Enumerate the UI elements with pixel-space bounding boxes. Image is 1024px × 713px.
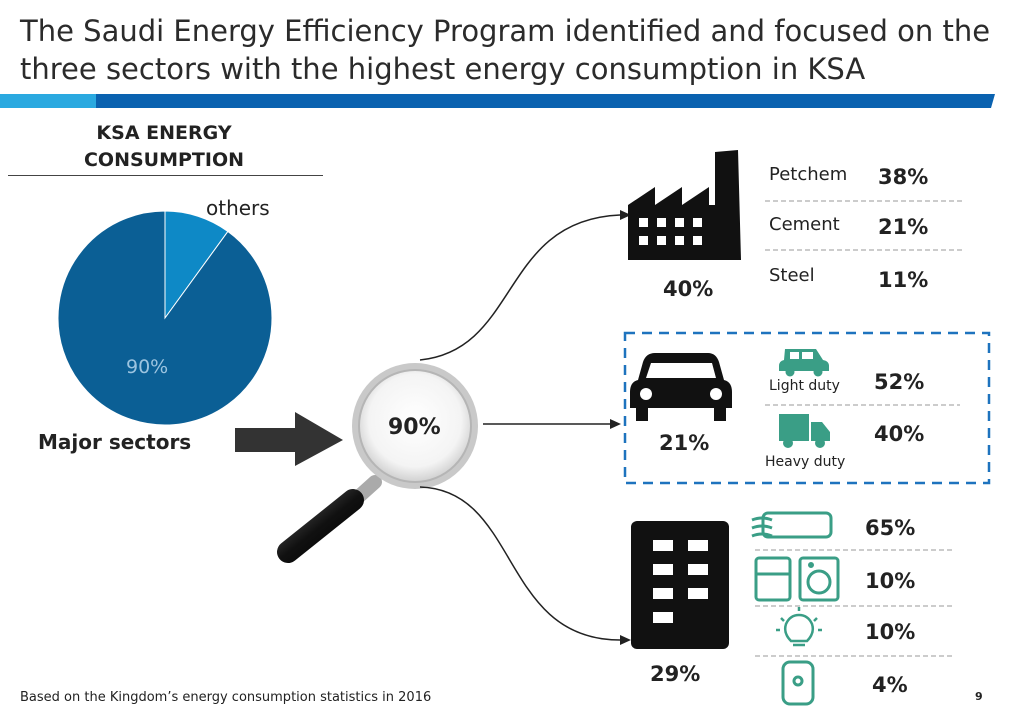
pie-label-major-percent: 90% [126,356,169,378]
buildings-row-value: 10% [865,620,916,644]
factory-icon [628,150,741,260]
building-icon [631,521,729,649]
arrowhead-buildings-icon [620,635,631,645]
fridge-washer-icon [754,556,840,602]
buildings-row-value: 10% [865,569,916,593]
industry-row-label: Cement [769,214,840,235]
pie-chart [57,210,273,426]
page-title: The Saudi Energy Efficiency Program iden… [20,14,991,86]
connector-to-industry [419,214,621,361]
arrowhead-transport-icon [610,419,621,429]
pie-label-others: others [206,196,270,220]
air-conditioner-icon [751,511,833,539]
magnifier-icon [277,363,478,563]
transport-row-value: 52% [874,370,925,394]
car-icon [630,353,732,421]
light-duty-car-icon [779,349,829,377]
chart-title-divider [8,175,323,176]
water-heater-icon [781,660,815,706]
chart-title: KSA ENERGY CONSUMPTION [83,122,245,171]
transport-percent: 21% [659,431,710,455]
pie-slice-major-sectors [57,210,273,426]
industry-row-label: Steel [769,265,815,286]
right-arrow-icon [235,412,343,466]
connector-to-buildings [419,486,621,641]
light-bulb-icon [776,607,822,647]
arrowhead-industry-icon [620,210,631,220]
transport-row-value: 40% [874,422,925,446]
page-number: 9 [975,690,983,703]
industry-row-value: 11% [878,268,929,292]
heavy-duty-truck-icon [779,414,830,448]
transport-row-label: Light duty [769,378,840,394]
major-sectors-label: Major sectors [38,430,192,454]
transport-row-label: Heavy duty [765,454,846,470]
buildings-percent: 29% [650,662,701,686]
buildings-row-value: 4% [872,673,908,697]
buildings-row-value: 65% [865,516,916,540]
footnote: Based on the Kingdom’s energy consumptio… [20,690,432,705]
magnifier-percent: 90% [388,415,441,440]
industry-row-value: 21% [878,215,929,239]
industry-percent: 40% [663,277,714,301]
industry-row-value: 38% [878,165,929,189]
industry-row-label: Petchem [769,164,848,185]
transport-box [623,331,991,485]
